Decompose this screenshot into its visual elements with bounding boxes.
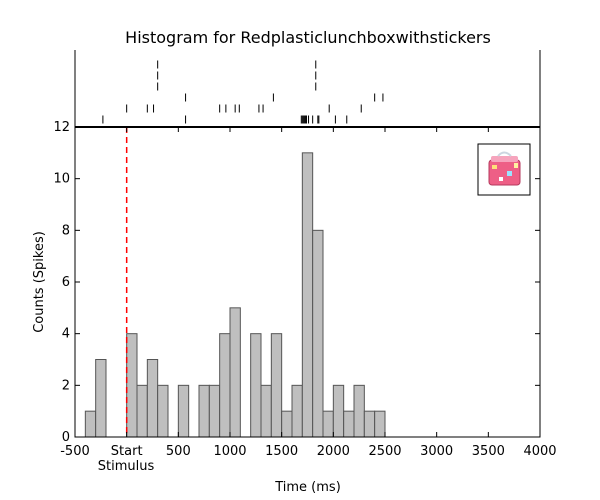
x-tick-label: 500 bbox=[166, 444, 191, 459]
histogram-bar bbox=[270, 333, 283, 438]
x-tick-label: 2000 bbox=[317, 444, 350, 459]
y-tick-label: 0 bbox=[62, 430, 70, 445]
histogram-bar bbox=[332, 384, 345, 438]
stimulus-label: Stimulus bbox=[98, 459, 155, 474]
histogram-bar bbox=[301, 152, 314, 438]
lunchbox-thumbnail-icon bbox=[477, 143, 531, 196]
x-tick-label: -500 bbox=[60, 444, 90, 459]
histogram-bar bbox=[177, 384, 190, 438]
histogram-bar bbox=[353, 384, 365, 438]
histogram-bar bbox=[343, 410, 355, 438]
histogram-bar bbox=[208, 384, 221, 438]
y-tick-label: 4 bbox=[62, 327, 70, 342]
y-tick-label: 12 bbox=[53, 120, 70, 135]
histogram-panel: -500 Start 500 1000 1500 2000 2500 3000 3500 4000… bbox=[53, 120, 556, 459]
x-tick-label: 1000 bbox=[213, 444, 246, 459]
y-tick-label: 8 bbox=[62, 223, 70, 238]
histogram-bar bbox=[250, 333, 262, 438]
x-tick-label: 1500 bbox=[265, 444, 298, 459]
x-tick-label: 3500 bbox=[472, 444, 505, 459]
y-tick-label: 2 bbox=[62, 378, 70, 393]
x-tick-label: 2500 bbox=[368, 444, 401, 459]
histogram-bar bbox=[363, 410, 376, 438]
histogram-bar bbox=[95, 359, 107, 438]
y-tick-label: 6 bbox=[62, 275, 70, 290]
histogram-bar bbox=[291, 384, 303, 438]
histogram-bar bbox=[374, 410, 386, 438]
histogram-bar bbox=[312, 229, 324, 438]
raster-panel bbox=[74, 50, 541, 127]
chart-title: Histogram for Redplasticlunchboxwithstic… bbox=[125, 28, 491, 47]
histogram-bar bbox=[157, 384, 169, 438]
histogram-bar bbox=[146, 359, 159, 438]
x-tick-label: 4000 bbox=[523, 444, 556, 459]
x-tick-label: Start bbox=[111, 444, 143, 459]
x-tick-label: 3000 bbox=[420, 444, 453, 459]
histogram-bar bbox=[322, 410, 334, 438]
histogram-bar bbox=[84, 410, 97, 438]
y-axis-label: Counts (Spikes) bbox=[32, 231, 47, 333]
histogram-bar bbox=[198, 384, 210, 438]
histogram-bar bbox=[219, 333, 231, 438]
y-tick-label: 10 bbox=[53, 172, 70, 187]
histogram-bar bbox=[136, 384, 148, 438]
histogram-bar bbox=[260, 384, 272, 438]
histogram-bar bbox=[126, 333, 138, 438]
histogram-bar bbox=[281, 410, 293, 438]
histogram-bar bbox=[229, 307, 241, 438]
x-axis-label: Time (ms) bbox=[274, 480, 341, 495]
